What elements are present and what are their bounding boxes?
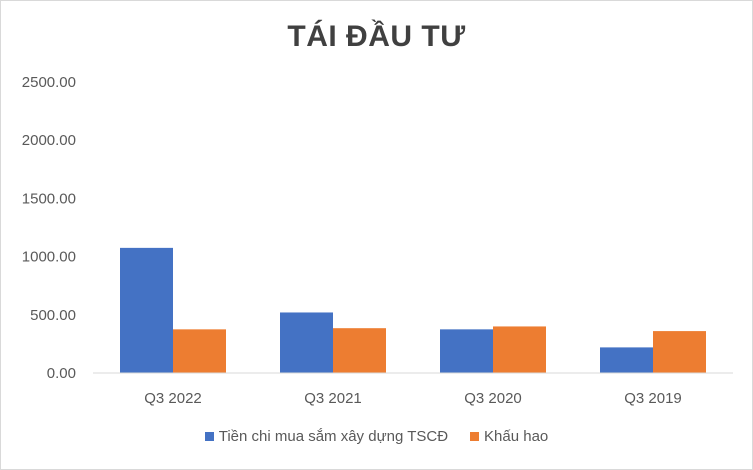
bar-series-1-q3-2019 (600, 347, 653, 373)
x-tick-label: Q3 2020 (464, 390, 522, 407)
x-axis: Q3 2022 Q3 2021 Q3 2020 Q3 2019 (144, 390, 682, 407)
x-tick-label: Q3 2019 (624, 390, 682, 407)
y-tick-label: 2000.00 (22, 132, 76, 149)
y-tick-label: 1500.00 (22, 190, 76, 207)
legend-label-series-1: Tiền chi mua sắm xây dựng TSCĐ (218, 428, 449, 445)
y-tick-label: 500.00 (30, 307, 76, 324)
bar-series-2-q3-2022 (173, 329, 226, 373)
bar-series-2-q3-2021 (333, 328, 386, 373)
y-axis: 0.00 500.00 1000.00 1500.00 2000.00 2500.00 (22, 74, 76, 382)
bar-series-1-q3-2021 (280, 312, 333, 373)
bars (120, 247, 706, 373)
chart-title: TÁI ĐẦU TƯ (287, 20, 466, 53)
y-tick-label: 1000.00 (22, 249, 76, 266)
y-tick-label: 2500.00 (22, 74, 76, 91)
x-tick-label: Q3 2022 (144, 390, 202, 407)
bar-series-2-q3-2020 (493, 326, 546, 373)
legend-item-series-2: Khấu hao (470, 428, 548, 445)
y-tick-label: 0.00 (47, 365, 76, 382)
legend-item-series-1: Tiền chi mua sắm xây dựng TSCĐ (204, 428, 449, 445)
bar-series-2-q3-2019 (653, 331, 706, 373)
x-tick-label: Q3 2021 (304, 390, 362, 407)
bar-series-1-q3-2020 (440, 329, 493, 373)
legend-swatch-series-2 (470, 432, 480, 441)
legend-label-series-2: Khấu hao (484, 428, 549, 445)
legend-swatch-series-1 (204, 432, 214, 441)
legend: Tiền chi mua sắm xây dựng TSCĐ Khấu hao (0, 428, 753, 445)
bar-series-1-q3-2022 (120, 247, 173, 373)
